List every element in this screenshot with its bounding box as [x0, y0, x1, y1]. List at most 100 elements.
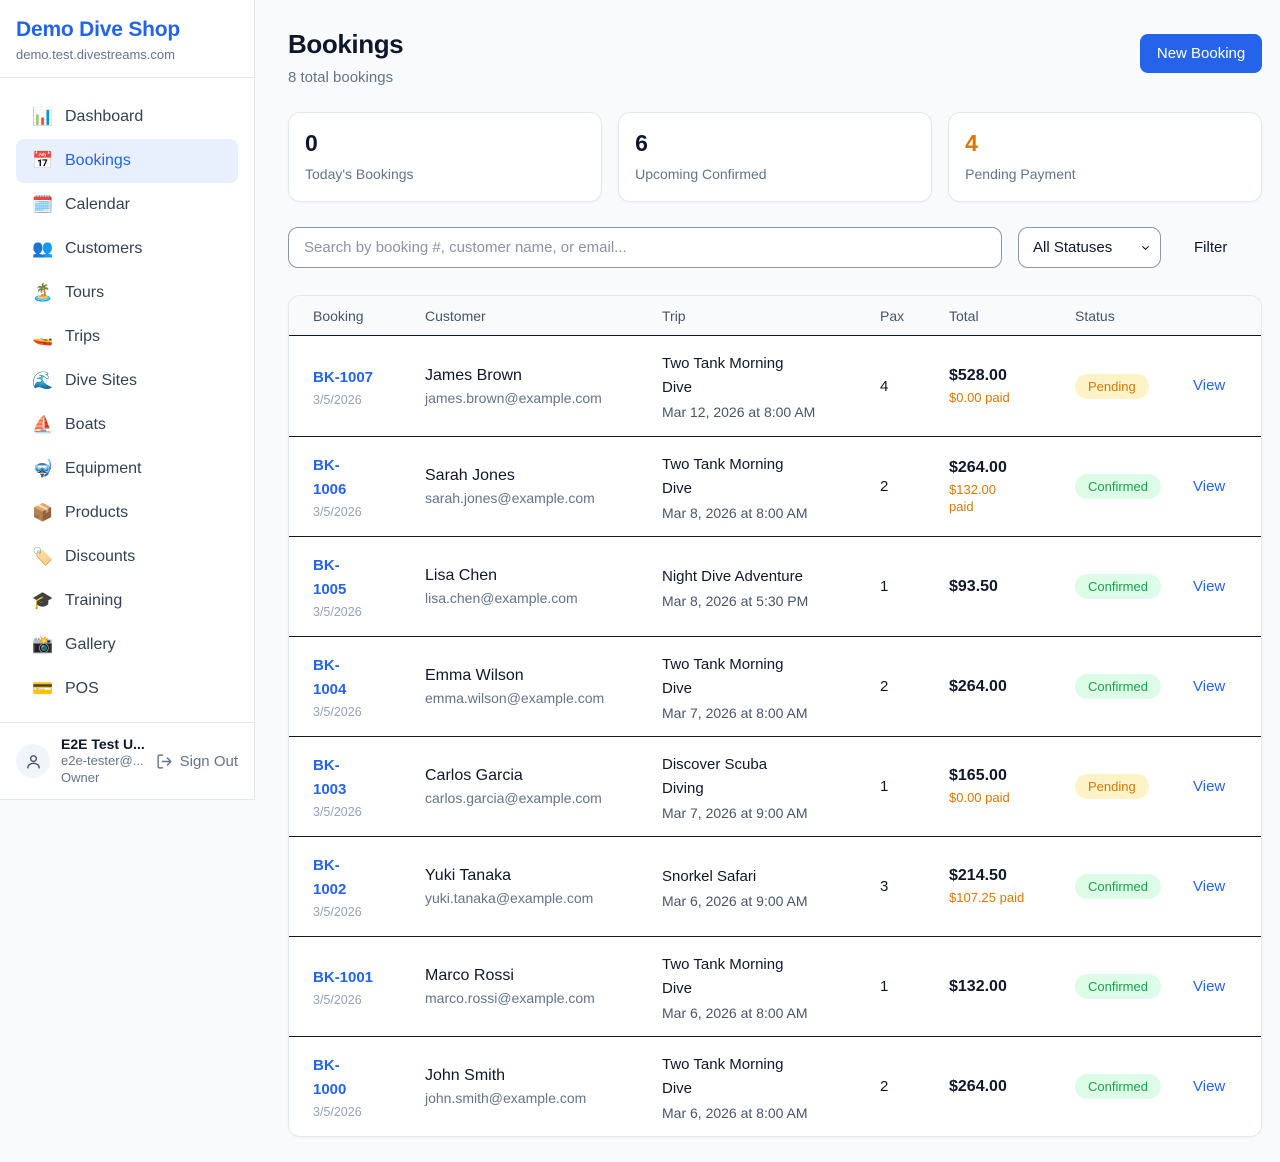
sidebar-item-equipment[interactable]: 🤿 Equipment [16, 447, 238, 491]
booking-date: 3/5/2026 [313, 505, 362, 519]
customer-email: john.smith@example.com [425, 1090, 587, 1106]
sidebar-item-label: Dive Sites [65, 372, 138, 389]
pax-count: 1 [880, 778, 889, 795]
view-link[interactable]: View [1193, 777, 1226, 795]
sidebar: Demo Dive Shop demo.test.divestreams.com… [0, 0, 255, 800]
booking-cell: BK- 1006 3/5/2026 [313, 454, 425, 519]
actions-cell: View [1193, 978, 1237, 996]
status-filter-select[interactable]: All Statuses [1018, 227, 1161, 268]
status-filter-wrap: All Statuses [1018, 227, 1161, 268]
customer-email: emma.wilson@example.com [425, 690, 605, 706]
brand-name: Demo Dive Shop [16, 18, 181, 41]
booking-id-link[interactable]: BK- 1002 [313, 857, 347, 898]
sidebar-item-dashboard[interactable]: 📊 Dashboard [16, 95, 238, 139]
booking-id-link[interactable]: BK-1007 [313, 368, 374, 386]
sidebar-item-customers[interactable]: 👥 Customers [16, 227, 238, 271]
trip-name: Two Tank Morning Dive [662, 955, 784, 997]
trip-name: Two Tank Morning Dive [662, 655, 784, 697]
spiral-calendar-icon: 🗓️ [32, 195, 54, 214]
main-content: Bookings 8 total bookings New Booking 0 T… [255, 0, 1280, 1137]
booking-id-link[interactable]: BK- 1004 [313, 657, 347, 698]
view-link[interactable]: View [1193, 877, 1226, 895]
total-amount: $214.50 [949, 867, 1007, 884]
user-email: e2e-tester@... [61, 753, 144, 768]
booking-cell: BK- 1003 3/5/2026 [313, 754, 425, 819]
trip-cell: Two Tank Morning Dive Mar 6, 2026 at 8:00… [662, 953, 880, 1021]
stat-value: 0 [305, 130, 318, 156]
view-link[interactable]: View [1193, 477, 1226, 495]
status-badge: Confirmed [1075, 474, 1161, 499]
avatar [16, 744, 50, 778]
pax-cell: 3 [880, 878, 949, 895]
actions-cell: View [1193, 778, 1237, 796]
customer-name: Yuki Tanaka [425, 867, 511, 884]
view-link[interactable]: View [1193, 1077, 1226, 1095]
column-header-total: Total [949, 308, 979, 324]
sidebar-item-label: Products [65, 504, 129, 521]
pax-cell: 2 [880, 1078, 949, 1095]
trip-cell: Two Tank Morning Dive Mar 6, 2026 at 8:00… [662, 1053, 880, 1121]
view-link[interactable]: View [1193, 377, 1226, 394]
new-booking-button[interactable]: New Booking [1139, 34, 1263, 73]
booking-date: 3/5/2026 [313, 605, 362, 619]
sidebar-item-tours[interactable]: 🏝️ Tours [16, 271, 238, 315]
total-cell: $264.00 $132.00 paid [949, 459, 1075, 515]
sidebar-item-dive-sites[interactable]: 🌊 Dive Sites [16, 359, 238, 403]
customer-email: james.brown@example.com [425, 389, 602, 406]
total-amount: $264.00 [949, 677, 1007, 695]
view-link[interactable]: View [1193, 677, 1226, 695]
filter-button[interactable]: Filter [1194, 239, 1228, 256]
booking-id-link[interactable]: BK- 1003 [313, 757, 347, 798]
user-footer: E2E Test U... e2e-tester@... Owner Sign … [0, 722, 254, 799]
sidebar-item-pos[interactable]: 💳 POS [16, 667, 238, 711]
user-meta: E2E Test U... e2e-tester@... Owner [61, 736, 145, 786]
table-row: BK- 1005 3/5/2026 Lisa Chen lisa.chen@examp… [289, 536, 1262, 636]
booking-date: 3/5/2026 [313, 993, 362, 1007]
sidebar-item-products[interactable]: 📦 Products [16, 491, 238, 535]
customer-cell: Carlos Garcia carlos.garcia@example.com [425, 767, 662, 806]
user-role: Owner [61, 770, 100, 785]
search-input[interactable] [288, 227, 1002, 268]
tag-icon: 🏷️ [32, 547, 54, 566]
pax-cell: 2 [880, 678, 949, 695]
customer-name: Lisa Chen [425, 567, 498, 584]
actions-cell: View [1193, 478, 1237, 496]
sidebar-item-label: Discounts [65, 548, 136, 565]
booking-id-link[interactable]: BK-1001 [313, 969, 374, 986]
status-cell: Confirmed [1075, 874, 1193, 899]
booking-cell: BK- 1000 3/5/2026 [313, 1054, 425, 1119]
booking-id-link[interactable]: BK- 1000 [313, 1057, 347, 1098]
customer-email: carlos.garcia@example.com [425, 790, 602, 806]
sidebar-item-gallery[interactable]: 📸 Gallery [16, 623, 238, 667]
customer-email: lisa.chen@example.com [425, 590, 578, 606]
pax-count: 1 [880, 978, 889, 995]
trip-datetime: Mar 7, 2026 at 9:00 AM [662, 804, 808, 821]
sidebar-item-discounts[interactable]: 🏷️ Discounts [16, 535, 238, 579]
customer-cell: Yuki Tanaka yuki.tanaka@example.com [425, 867, 662, 906]
column-header-customer: Customer [425, 308, 486, 324]
customer-cell: Lisa Chen lisa.chen@example.com [425, 567, 662, 606]
booking-id-link[interactable]: BK- 1006 [313, 457, 347, 498]
sign-out-button[interactable]: Sign Out [156, 753, 238, 770]
view-link[interactable]: View [1193, 977, 1226, 995]
sidebar-item-boats[interactable]: ⛵ Boats [16, 403, 238, 447]
status-cell: Pending [1075, 774, 1193, 799]
sidebar-item-bookings[interactable]: 📅 Bookings [16, 139, 238, 183]
sidebar-item-trips[interactable]: 🚤 Trips [16, 315, 238, 359]
booking-cell: BK-1007 3/5/2026 [313, 366, 425, 407]
view-link[interactable]: View [1193, 577, 1226, 595]
booking-cell: BK- 1005 3/5/2026 [313, 554, 425, 619]
booking-cell: BK-1001 3/5/2026 [313, 966, 425, 1007]
booking-id-link[interactable]: BK- 1005 [313, 557, 347, 598]
total-cell: $264.00 [949, 1078, 1075, 1096]
people-icon: 👥 [32, 239, 54, 258]
sidebar-item-calendar[interactable]: 🗓️ Calendar [16, 183, 238, 227]
actions-cell: View [1193, 678, 1237, 696]
sidebar-item-label: Tours [65, 284, 105, 301]
page-subtitle: 8 total bookings [288, 69, 394, 86]
customer-cell: James Brown james.brown@example.com [425, 367, 662, 406]
stat-value: 4 [965, 130, 978, 156]
pax-cell: 4 [880, 378, 949, 395]
table-header-row: Booking Customer Trip Pax Total Status [289, 296, 1262, 336]
sidebar-item-training[interactable]: 🎓 Training [16, 579, 238, 623]
